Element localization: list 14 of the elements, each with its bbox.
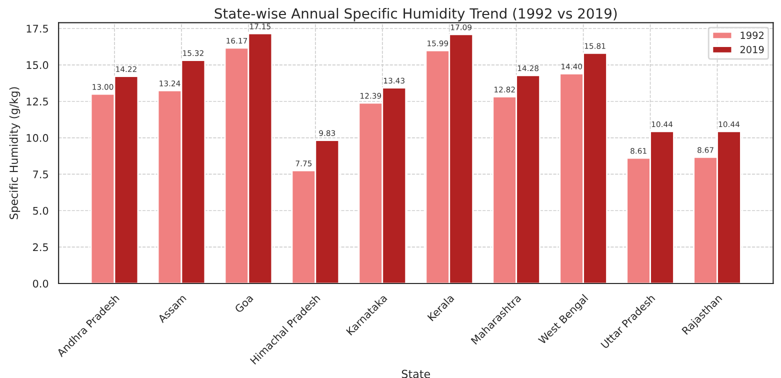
x-axis-title: State (402, 370, 430, 378)
y-axis-title: Specific Humidity (g/kg) (9, 87, 20, 220)
x-tick-label: Goa (234, 294, 254, 314)
legend-label: 2019 (740, 46, 764, 54)
y-tick-label: 2.5 (33, 243, 48, 252)
chart-title: State-wise Annual Specific Humidity Trend (1992 vs 2019) (214, 8, 617, 22)
y-tick-label: 17.5 (26, 24, 48, 33)
y-tick-label: 7.5 (33, 170, 48, 178)
legend-label: 1992 (740, 32, 764, 39)
y-tick-label: 5.0 (33, 206, 48, 215)
y-tick-label: 12.5 (26, 98, 48, 106)
y-tick-label: 0.0 (32, 280, 48, 288)
y-tick-label: 15.0 (26, 61, 48, 70)
y-tick-label: 10.0 (26, 134, 48, 142)
